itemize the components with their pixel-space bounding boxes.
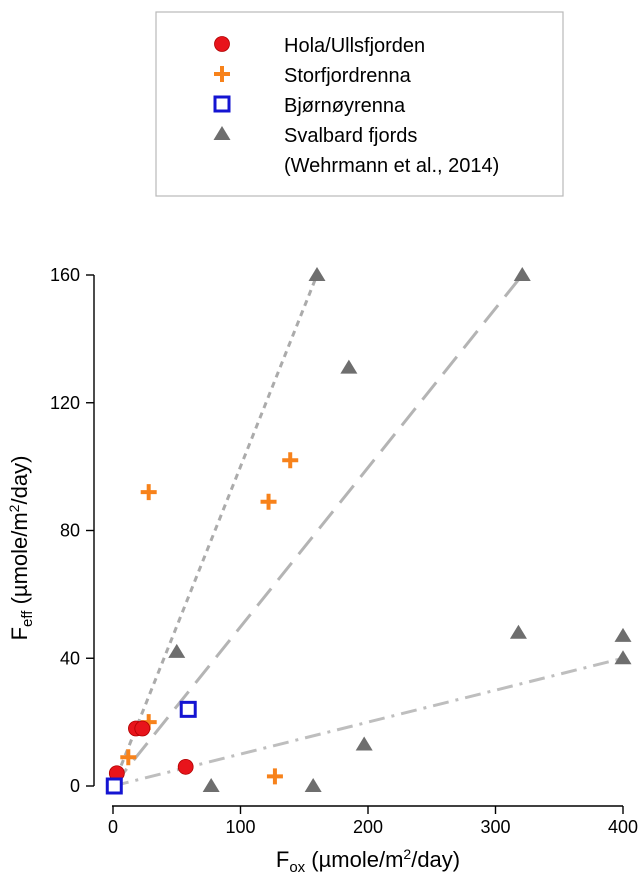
legend-label-storfjordrenna: Storfjordrenna (284, 65, 412, 87)
point-triangle (340, 359, 358, 374)
y-axis-title-subscript: eff (19, 610, 36, 627)
point-triangle (509, 624, 527, 639)
legend-marker-square (213, 95, 231, 113)
legend: Hola/Ullsfjorden Storfjordrenna Bjørnøyr… (155, 11, 564, 197)
data-points (105, 267, 632, 795)
point-circle (134, 720, 151, 737)
point-triangle (513, 267, 531, 281)
point-plus (282, 452, 299, 469)
point-square (105, 777, 123, 795)
legend-marker-plus (214, 66, 230, 82)
point-triangle (614, 650, 632, 665)
trend-line-long-dash (111, 274, 524, 787)
legend-label-bjornoyrenna: Bjørnøyrenna (284, 95, 406, 117)
point-plus (266, 768, 283, 785)
y-axis-title-main: F (7, 627, 32, 640)
legend-marker-svalbard (213, 126, 231, 140)
legend-label-svalbard-citation: (Wehrmann et al., 2014) (284, 155, 499, 177)
point-triangle (304, 778, 322, 792)
y-axis-title: Feff (µmole/m2/day) (6, 456, 36, 641)
point-circle (177, 758, 194, 775)
point-triangle (168, 643, 186, 658)
point-triangle (202, 778, 220, 792)
legend-marker-triangle (213, 126, 231, 140)
point-triangle (308, 267, 326, 281)
x-tick-label: 400 (608, 817, 638, 837)
trend-lines (111, 274, 624, 788)
point-plus (260, 493, 277, 510)
x-axis-title-subscript: ox (289, 859, 305, 876)
x-axis-title-main: F (276, 847, 289, 872)
point-triangle (614, 627, 632, 642)
legend-marker-storfjordrenna (214, 66, 230, 82)
y-tick-label: 120 (50, 393, 80, 413)
legend-label-hola: Hola/Ullsfjorden (284, 35, 425, 57)
x-ticks: 0 100 200 300 400 (108, 806, 638, 837)
point-plus (140, 484, 157, 501)
axes: 0 40 80 120 160 0 100 200 300 400 (50, 265, 638, 837)
x-axis-title-tail: /day) (411, 847, 460, 872)
legend-marker-circle (214, 36, 230, 52)
x-tick-label: 300 (480, 817, 510, 837)
x-tick-label: 0 (108, 817, 118, 837)
x-axis-title-superscript: 2 (403, 846, 411, 862)
y-tick-label: 0 (70, 776, 80, 796)
point-plus (120, 749, 137, 766)
x-axis-title: Fox (µmole/m2/day) (276, 846, 460, 876)
y-axis-title-superscript: 2 (6, 504, 22, 512)
y-ticks: 0 40 80 120 160 (50, 265, 94, 796)
legend-marker-hola (214, 36, 230, 52)
y-axis-title-units: (µmole/m (7, 512, 32, 610)
y-tick-label: 160 (50, 265, 80, 285)
x-tick-label: 100 (225, 817, 255, 837)
legend-marker-bjornoyrenna (213, 95, 231, 113)
y-tick-label: 40 (60, 648, 80, 668)
legend-label-svalbard: Svalbard fjords (284, 125, 417, 147)
trend-line-dash-dot (112, 656, 624, 788)
point-triangle (355, 736, 373, 751)
y-tick-label: 80 (60, 521, 80, 541)
y-axis-title-tail: /day) (7, 456, 32, 505)
x-tick-label: 200 (353, 817, 383, 837)
point-square (179, 700, 197, 718)
trend-line-short-dash (111, 274, 319, 787)
x-axis-title-units: (µmole/m (305, 847, 403, 872)
